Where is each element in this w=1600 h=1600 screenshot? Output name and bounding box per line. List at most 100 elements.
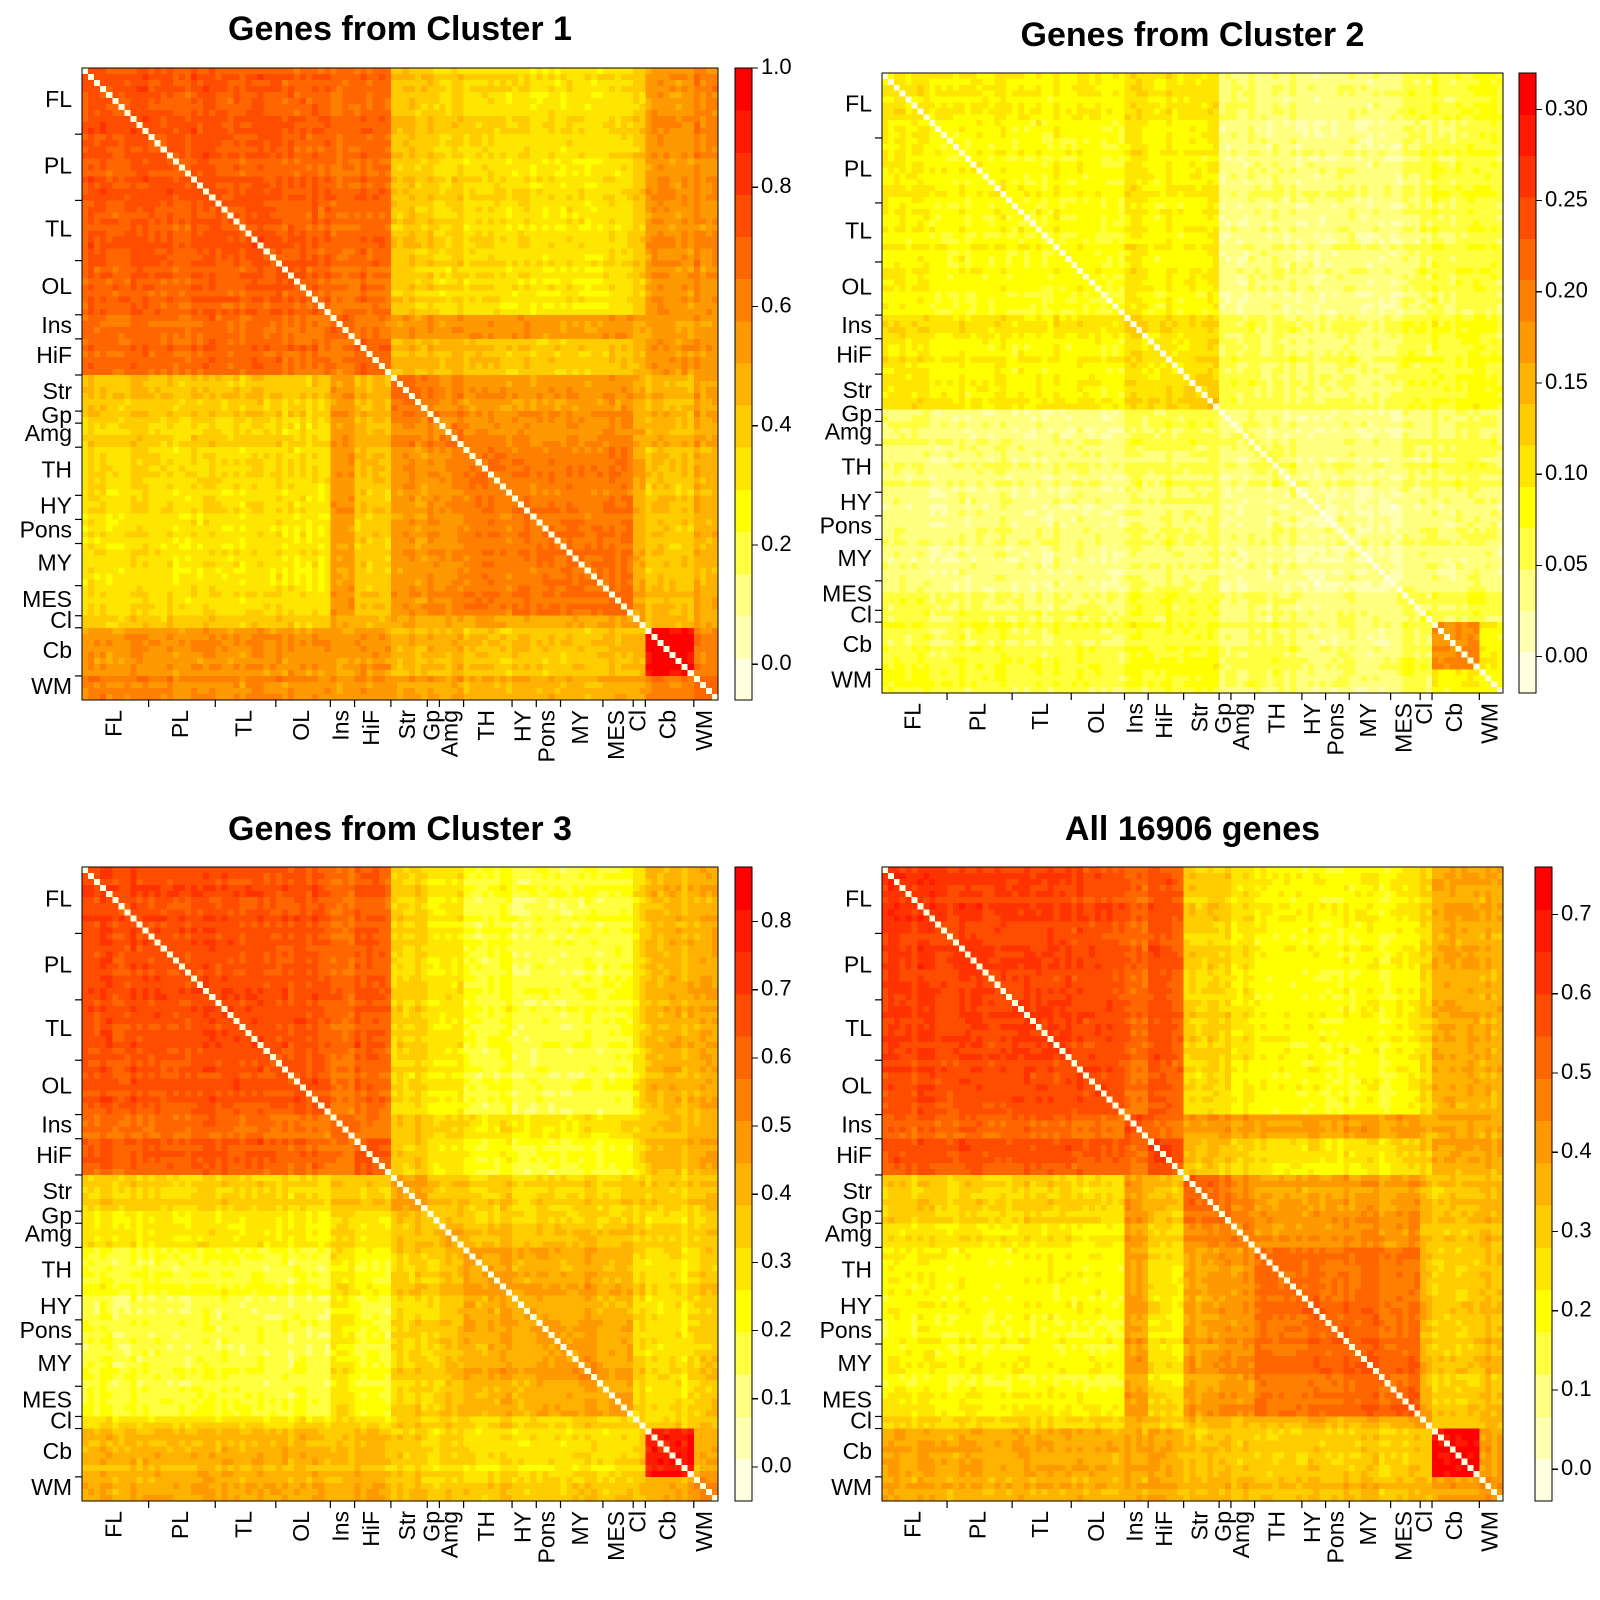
heatmap-cell: [470, 86, 477, 93]
heatmap-cell: [585, 74, 592, 81]
heatmap-cell: [288, 116, 295, 123]
heatmap-cell: [288, 86, 295, 93]
heatmap-cell: [464, 74, 471, 81]
heatmap-cell: [312, 86, 319, 93]
heatmap-cell: [567, 68, 574, 75]
heatmap-cell: [324, 104, 331, 111]
heatmap-cell: [706, 104, 713, 111]
heatmap-cell: [603, 86, 610, 93]
heatmap-cell: [397, 98, 404, 105]
heatmap-cell: [409, 92, 416, 99]
heatmap-cell: [645, 98, 652, 105]
heatmap-cell: [300, 80, 307, 87]
heatmap-cell: [246, 80, 253, 87]
heatmap-cell: [130, 92, 137, 99]
heatmap-cell: [155, 86, 162, 93]
heatmap-cell: [579, 98, 586, 105]
heatmap-cell: [342, 110, 349, 117]
heatmap-cell: [439, 110, 446, 117]
heatmap-cell: [530, 92, 537, 99]
heatmap-cell: [639, 104, 646, 111]
heatmap-cell: [82, 104, 89, 111]
heatmap-cell: [88, 116, 95, 123]
heatmap-cell: [167, 116, 174, 123]
heatmap-cell: [361, 98, 368, 105]
heatmap-cell: [403, 98, 410, 105]
heatmap-cell: [88, 110, 95, 117]
heatmap-cell: [252, 68, 259, 75]
heatmap-cell: [548, 98, 555, 105]
heatmap-cell: [258, 86, 265, 93]
heatmap-cell: [330, 86, 337, 93]
heatmap-cell: [573, 104, 580, 111]
heatmap-cell: [415, 110, 422, 117]
heatmap-cell: [161, 92, 168, 99]
heatmap-cell: [476, 86, 483, 93]
heatmap-cell: [542, 80, 549, 87]
heatmap-cell: [482, 110, 489, 117]
heatmap-cell: [324, 110, 331, 117]
heatmap-cell: [167, 92, 174, 99]
heatmap-cell: [421, 92, 428, 99]
heatmap-cell: [173, 92, 180, 99]
heatmap-cell: [355, 104, 362, 111]
heatmap-cell: [161, 110, 168, 117]
heatmap-cell: [294, 80, 301, 87]
heatmap-cell: [458, 104, 465, 111]
heatmap-cell: [451, 110, 458, 117]
heatmap-cell: [524, 92, 531, 99]
heatmap-cell: [252, 74, 259, 81]
heatmap-cell: [318, 98, 325, 105]
heatmap-cell: [663, 80, 670, 87]
heatmap-cell: [239, 98, 246, 105]
heatmap-cell: [627, 104, 634, 111]
heatmap-cell: [482, 98, 489, 105]
heatmap-cell: [621, 86, 628, 93]
heatmap-cell: [427, 116, 434, 123]
heatmap-cell: [451, 80, 458, 87]
heatmap-cell: [112, 104, 119, 111]
heatmap-cell: [561, 80, 568, 87]
heatmap-cell: [694, 80, 701, 87]
heatmap-cell: [349, 116, 356, 123]
heatmap-cell: [270, 98, 277, 105]
heatmap-cell: [82, 92, 89, 99]
heatmap-cell: [361, 74, 368, 81]
heatmap-cell: [579, 80, 586, 87]
heatmap-cell: [258, 92, 265, 99]
heatmap-cell: [233, 80, 240, 87]
heatmap-cell: [639, 110, 646, 117]
heatmap-cell: [82, 68, 89, 75]
heatmap-cell: [276, 80, 283, 87]
heatmap-cell: [276, 74, 283, 81]
heatmap-cell: [488, 92, 495, 99]
heatmap-cell: [118, 110, 125, 117]
heatmap-cell: [433, 104, 440, 111]
heatmap-cell: [694, 110, 701, 117]
heatmap-cell: [203, 116, 210, 123]
heatmap-cell: [294, 92, 301, 99]
heatmap-cell: [385, 104, 392, 111]
heatmap-cell: [415, 74, 422, 81]
heatmap-cell: [512, 98, 519, 105]
heatmap-cell: [112, 98, 119, 105]
heatmap-cell: [573, 80, 580, 87]
heatmap-cell: [355, 92, 362, 99]
heatmap-cell: [494, 80, 501, 87]
heatmap-cell: [227, 74, 234, 81]
heatmap-cell: [324, 92, 331, 99]
heatmap-cell: [342, 86, 349, 93]
heatmap-cell: [100, 86, 107, 93]
heatmap-cell: [367, 68, 374, 75]
heatmap-cell: [451, 92, 458, 99]
heatmap-cell: [464, 68, 471, 75]
heatmap-cell: [324, 116, 331, 123]
heatmap-cell: [391, 104, 398, 111]
heatmap-cell: [330, 98, 337, 105]
heatmap-cell: [476, 68, 483, 75]
heatmap-cell: [676, 80, 683, 87]
heatmap-cell: [676, 98, 683, 105]
heatmap-cell: [209, 74, 216, 81]
heatmap-cell: [82, 86, 89, 93]
heatmap-cell: [300, 68, 307, 75]
